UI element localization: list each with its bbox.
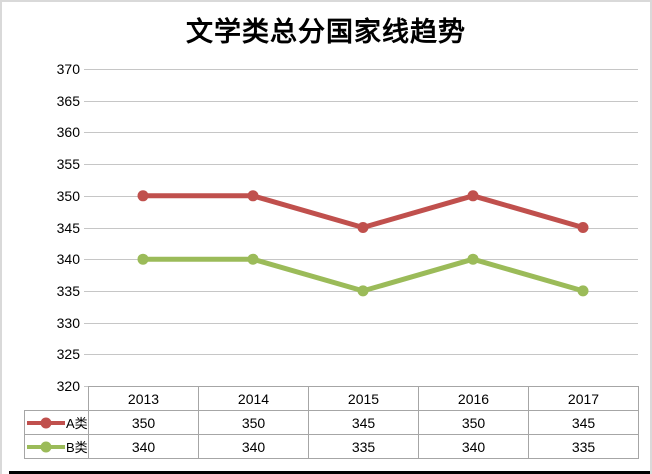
- series-legend-cell-A类: A类: [24, 410, 89, 435]
- data-point-A类-2017: [577, 222, 589, 233]
- value-cell-A类-2017: 345: [528, 410, 639, 435]
- series-legend-cell-B类: B类: [24, 434, 89, 459]
- chart-data-table: 2013 2014 2015 2016 2017 A类 350 350 345 350 345 B类 3…: [24, 386, 639, 459]
- data-point-A类-2013: [137, 190, 149, 202]
- data-point-B类-2015: [357, 285, 369, 297]
- year-header-2015: 2015: [308, 386, 419, 411]
- value-cell-B类-2013: 340: [88, 434, 199, 459]
- value-cell-A类-2016: 350: [418, 410, 529, 435]
- value-cell-B类-2016: 340: [418, 434, 529, 459]
- value-cell-B类-2015: 335: [308, 434, 419, 459]
- y-tick-label-345: 345: [56, 219, 80, 236]
- data-point-B类-2017: [577, 285, 589, 297]
- value-cell-B类-2017: 335: [528, 434, 639, 459]
- data-point-B类-2013: [137, 253, 149, 265]
- y-tick-label-360: 360: [56, 124, 80, 141]
- value-cell-A类-2014: 350: [198, 410, 309, 435]
- value-cell-A类-2013: 350: [88, 410, 199, 435]
- y-tick-label-330: 330: [56, 314, 80, 331]
- y-tick-label-370: 370: [56, 61, 80, 77]
- value-cell-A类-2015: 345: [308, 410, 419, 435]
- year-header-2013: 2013: [88, 386, 199, 411]
- chart-title: 文学类总分国家线趋势: [186, 17, 466, 48]
- data-point-A类-2015: [357, 222, 369, 233]
- table-row-B类: B类 340 340 335 340 335: [24, 434, 639, 459]
- window-bottom-edge: [9, 471, 650, 474]
- year-header-2017: 2017: [528, 386, 639, 411]
- year-header-2014: 2014: [198, 386, 309, 411]
- y-tick-label-335: 335: [56, 282, 80, 299]
- y-tick-label-365: 365: [56, 92, 80, 109]
- legend-key-A类: A类: [25, 413, 88, 432]
- data-point-A类-2016: [467, 190, 479, 202]
- data-point-A类-2014: [247, 190, 259, 202]
- y-tick-label-355: 355: [56, 156, 80, 173]
- y-tick-label-320: 320: [56, 378, 80, 394]
- legend-key-B类: B类: [25, 437, 88, 456]
- year-header-2016: 2016: [418, 386, 529, 411]
- value-cell-B类-2014: 340: [198, 434, 309, 459]
- series-name-label: A类: [66, 416, 88, 431]
- series-line-marker-icon: [27, 417, 65, 428]
- series-name-label: B类: [66, 440, 88, 455]
- data-point-B类-2016: [467, 253, 479, 265]
- y-tick-label-350: 350: [56, 187, 80, 204]
- y-tick-label-340: 340: [56, 251, 80, 268]
- table-header-row: 2013 2014 2015 2016 2017: [25, 386, 639, 411]
- y-tick-label-325: 325: [56, 346, 80, 363]
- table-row-A类: A类 350 350 345 350 345: [24, 410, 639, 435]
- data-point-B类-2014: [247, 253, 259, 265]
- table-corner-spacer: [25, 387, 89, 411]
- series-line-marker-icon: [27, 441, 65, 452]
